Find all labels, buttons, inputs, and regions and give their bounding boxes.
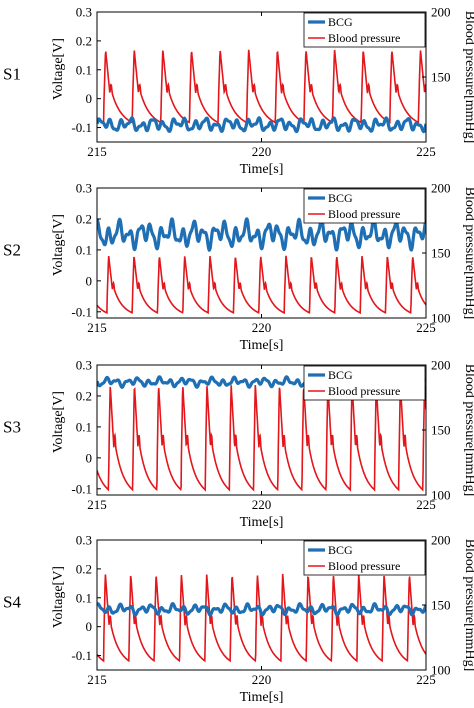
y-left-tick-label: 0 bbox=[86, 619, 93, 634]
x-tick-label: 215 bbox=[87, 144, 107, 159]
legend-box bbox=[303, 12, 426, 48]
y-left-axis-label: Voltage[V] bbox=[51, 38, 66, 100]
row-label: S3 bbox=[3, 418, 21, 437]
legend: BCG Blood pressure bbox=[303, 188, 426, 224]
y-left-tick-label: 0.3 bbox=[76, 5, 92, 20]
y-left-tick-label: -0.1 bbox=[71, 481, 92, 496]
panel-s1: 215 220 225 -0.1 0 0.1 0.2 0.3 150 200 Time[s] Volt… bbox=[3, 5, 474, 178]
y-left-tick-label: 0 bbox=[86, 273, 93, 288]
y-left-tick-label: -0.1 bbox=[71, 120, 92, 135]
x-axis-label: Time[s] bbox=[240, 338, 284, 353]
x-axis-label: Time[s] bbox=[240, 515, 284, 530]
series-line-bcg bbox=[97, 601, 426, 617]
y-right-axis-label: Blood pressure[mmHg] bbox=[462, 187, 474, 320]
y-left-tick-label: -0.1 bbox=[71, 304, 92, 319]
panel-s4: 215 220 225 -0.1 0 0.1 0.2 0.3 100 150 200 Time[s] V… bbox=[3, 533, 474, 706]
y-left-tick-label: -0.1 bbox=[71, 648, 92, 663]
legend-label-bcg: BCG bbox=[328, 191, 353, 205]
y-right-tick-label: 150 bbox=[431, 246, 451, 261]
x-axis-label: Time[s] bbox=[240, 162, 284, 177]
y-left-tick-label: 0.3 bbox=[76, 358, 92, 373]
y-right-tick-label: 100 bbox=[431, 663, 451, 678]
y-left-tick-label: 0 bbox=[86, 450, 93, 465]
x-tick-label: 225 bbox=[416, 497, 436, 512]
row-label: S4 bbox=[3, 593, 21, 612]
y-left-tick-label: 0.2 bbox=[76, 211, 92, 226]
x-tick-label: 220 bbox=[252, 320, 272, 335]
x-tick-label: 215 bbox=[87, 497, 107, 512]
y-left-axis-label: Voltage[V] bbox=[51, 391, 66, 453]
legend-label-blood-pressure: Blood pressure bbox=[328, 207, 400, 221]
y-right-tick-label: 200 bbox=[431, 181, 451, 196]
y-left-tick-label: 0.2 bbox=[76, 388, 92, 403]
legend-box bbox=[303, 188, 426, 224]
legend: BCG Blood pressure bbox=[303, 12, 426, 48]
panel-s2: 215 220 225 -0.1 0 0.1 0.2 0.3 100 150 200 Time[s] V… bbox=[3, 181, 474, 354]
series-line-blood-pressure bbox=[97, 573, 426, 663]
y-left-axis-label: Voltage[V] bbox=[51, 214, 66, 276]
x-tick-label: 215 bbox=[87, 320, 107, 335]
legend-label-bcg: BCG bbox=[328, 368, 353, 382]
legend-label-blood-pressure: Blood pressure bbox=[328, 384, 400, 398]
x-tick-label: 225 bbox=[416, 144, 436, 159]
x-tick-label: 215 bbox=[87, 672, 107, 687]
legend-label-blood-pressure: Blood pressure bbox=[328, 31, 400, 45]
y-left-tick-label: 0.1 bbox=[76, 62, 92, 77]
row-label: S2 bbox=[3, 241, 21, 260]
series-line-bcg bbox=[97, 116, 426, 134]
series-line-blood-pressure bbox=[97, 384, 426, 492]
y-left-tick-label: 0.3 bbox=[76, 181, 92, 196]
y-left-tick-label: 0 bbox=[86, 91, 93, 106]
x-axis-label: Time[s] bbox=[240, 690, 284, 705]
series-line-blood-pressure bbox=[97, 255, 426, 315]
x-tick-label: 220 bbox=[252, 672, 272, 687]
y-right-axis-label: Blood pressure[mmHg] bbox=[462, 11, 474, 144]
y-right-tick-label: 150 bbox=[431, 70, 451, 85]
legend-label-blood-pressure: Blood pressure bbox=[328, 559, 400, 573]
legend: BCG Blood pressure bbox=[303, 365, 426, 401]
y-right-tick-label: 150 bbox=[431, 598, 451, 613]
legend-label-bcg: BCG bbox=[328, 543, 353, 557]
panel-s3: 215 220 225 -0.1 0 0.1 0.2 0.3 100 150 200 Time[s] V… bbox=[3, 358, 474, 531]
legend-label-bcg: BCG bbox=[328, 15, 353, 29]
x-tick-label: 225 bbox=[416, 320, 436, 335]
y-right-tick-label: 200 bbox=[431, 358, 451, 373]
row-label: S1 bbox=[3, 65, 21, 84]
y-left-tick-label: 0.3 bbox=[76, 533, 92, 548]
series-line-blood-pressure bbox=[97, 49, 426, 124]
y-left-tick-label: 0.2 bbox=[76, 561, 92, 576]
legend: BCG Blood pressure bbox=[303, 540, 426, 576]
y-left-tick-label: 0.1 bbox=[76, 590, 92, 605]
y-right-tick-label: 100 bbox=[431, 311, 451, 326]
legend-box bbox=[303, 540, 426, 576]
y-right-tick-label: 150 bbox=[431, 423, 451, 438]
x-tick-label: 220 bbox=[252, 144, 272, 159]
x-tick-label: 220 bbox=[252, 497, 272, 512]
series-line-bcg bbox=[97, 217, 426, 252]
y-right-tick-label: 200 bbox=[431, 533, 451, 548]
x-tick-label: 225 bbox=[416, 672, 436, 687]
legend-box bbox=[303, 365, 426, 401]
y-right-tick-label: 200 bbox=[431, 5, 451, 20]
y-left-tick-label: 0.1 bbox=[76, 419, 92, 434]
y-right-tick-label: 100 bbox=[431, 488, 451, 503]
y-right-axis-label: Blood pressure[mmHg] bbox=[462, 364, 474, 497]
y-left-tick-label: 0.1 bbox=[76, 242, 92, 257]
y-right-axis-label: Blood pressure[mmHg] bbox=[462, 539, 474, 672]
y-left-tick-label: 0.2 bbox=[76, 33, 92, 48]
y-left-axis-label: Voltage[V] bbox=[51, 566, 66, 628]
